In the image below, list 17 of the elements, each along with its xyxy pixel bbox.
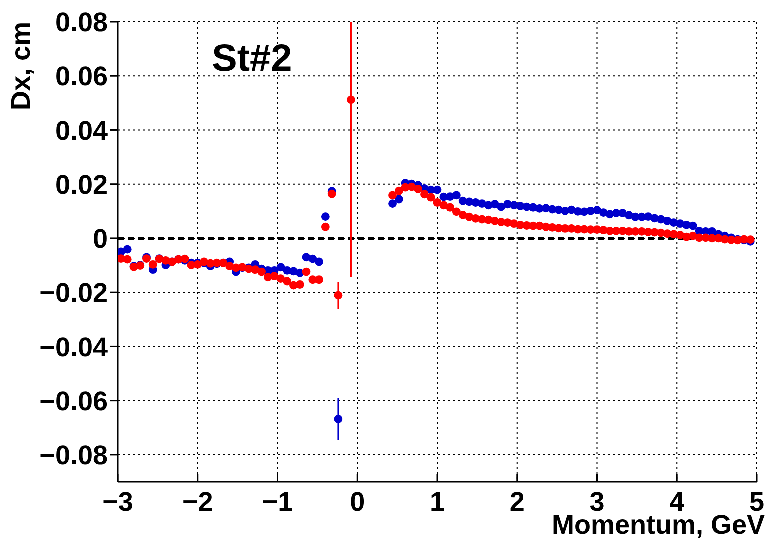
- y-tick-label: 0.06: [55, 62, 108, 92]
- x-tick-label: 1: [430, 487, 446, 518]
- x-tick-label: −2: [182, 487, 214, 518]
- y-tick-label: −0.06: [40, 386, 108, 416]
- annotation: St#2: [212, 38, 292, 81]
- y-tick-label: 0.04: [55, 116, 108, 146]
- x-tick-label: 0: [350, 487, 366, 518]
- y-tick-label: −0.02: [40, 278, 108, 308]
- x-tick-label: −1: [262, 487, 294, 518]
- y-tick-label: −0.04: [40, 332, 108, 362]
- y-tick-label: 0.08: [55, 8, 108, 38]
- y-tick-label: 0: [92, 224, 108, 254]
- x-tick-label: −3: [102, 487, 134, 518]
- y-tick-label: −0.08: [40, 440, 108, 471]
- x-tick-label: 2: [510, 487, 525, 518]
- y-axis-title: Dx, cm: [6, 22, 36, 111]
- y-tick-label: 0.02: [55, 170, 108, 200]
